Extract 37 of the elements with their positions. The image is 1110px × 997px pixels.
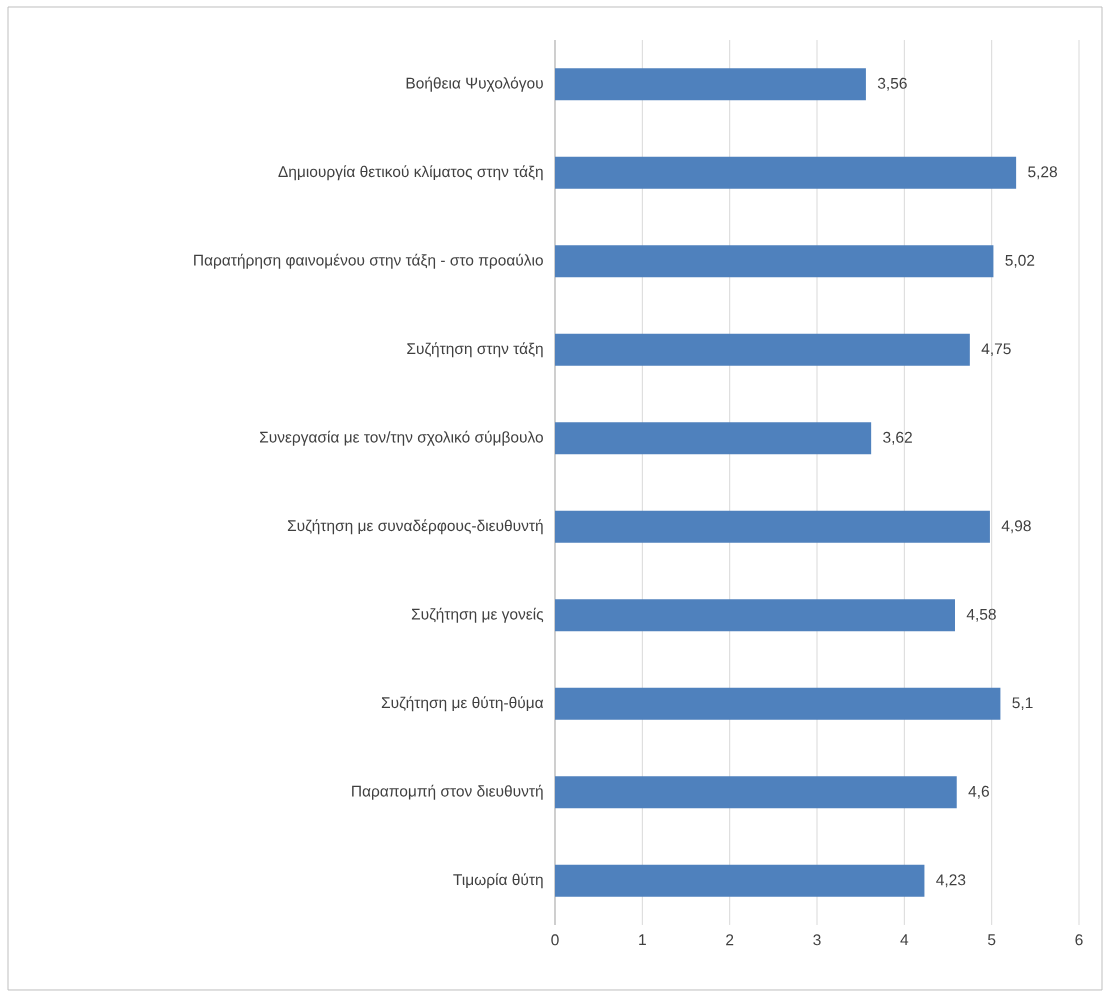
data-label: 4,58 [966,608,996,622]
y-tick-label: Συνεργασία με τον/την σχολικό σύμβουλο [259,430,543,446]
x-tick-label: 5 [987,934,996,946]
bar [555,687,1001,720]
y-tick-label: Συζήτηση με γονείς [411,607,544,623]
bar [555,864,925,897]
bar [555,776,957,809]
bar [555,510,990,543]
data-label: 4,6 [968,785,989,799]
data-label: 3,62 [883,431,912,445]
x-tick-label: 2 [726,934,734,946]
y-tick-label: Συζήτηση με συναδέρφους-διευθυντή [287,519,543,535]
y-tick-label: Παρατήρηση φαινομένου στην τάξη - στο προαύλιο [194,253,543,269]
data-label: 4,75 [981,343,1011,357]
y-tick-label: Παραπομπή στον διευθυντή [352,784,543,800]
y-tick-label: Τιμωρία θύτη [453,873,543,889]
y-tick-label: Συζήτηση με θύτη-θύμα [381,696,544,712]
x-tick-label: 4 [900,934,909,946]
x-tick-label: 3 [813,934,821,946]
data-label: 5,1 [1012,697,1033,711]
data-label: 5,02 [1005,254,1035,268]
data-label: 4,98 [1001,520,1031,534]
y-tick-label: Βοήθεια Ψυχολόγου [406,76,543,92]
data-label: 3,56 [877,77,907,91]
data-label: 5,28 [1028,166,1057,180]
y-tick-label: Συζήτηση στην τάξη [407,342,543,358]
x-tick-label: 1 [639,934,646,946]
bar [555,156,1017,189]
bar [555,68,866,101]
bar [555,245,994,278]
bar [555,599,955,632]
y-tick-label: Δημιουργία θετικού κλίματος στην τάξη [278,165,543,181]
data-label: 4,23 [936,874,966,888]
x-tick-label: 6 [1075,934,1083,946]
x-tick-label: 0 [551,934,559,946]
bar [555,333,970,366]
bar [555,422,872,455]
